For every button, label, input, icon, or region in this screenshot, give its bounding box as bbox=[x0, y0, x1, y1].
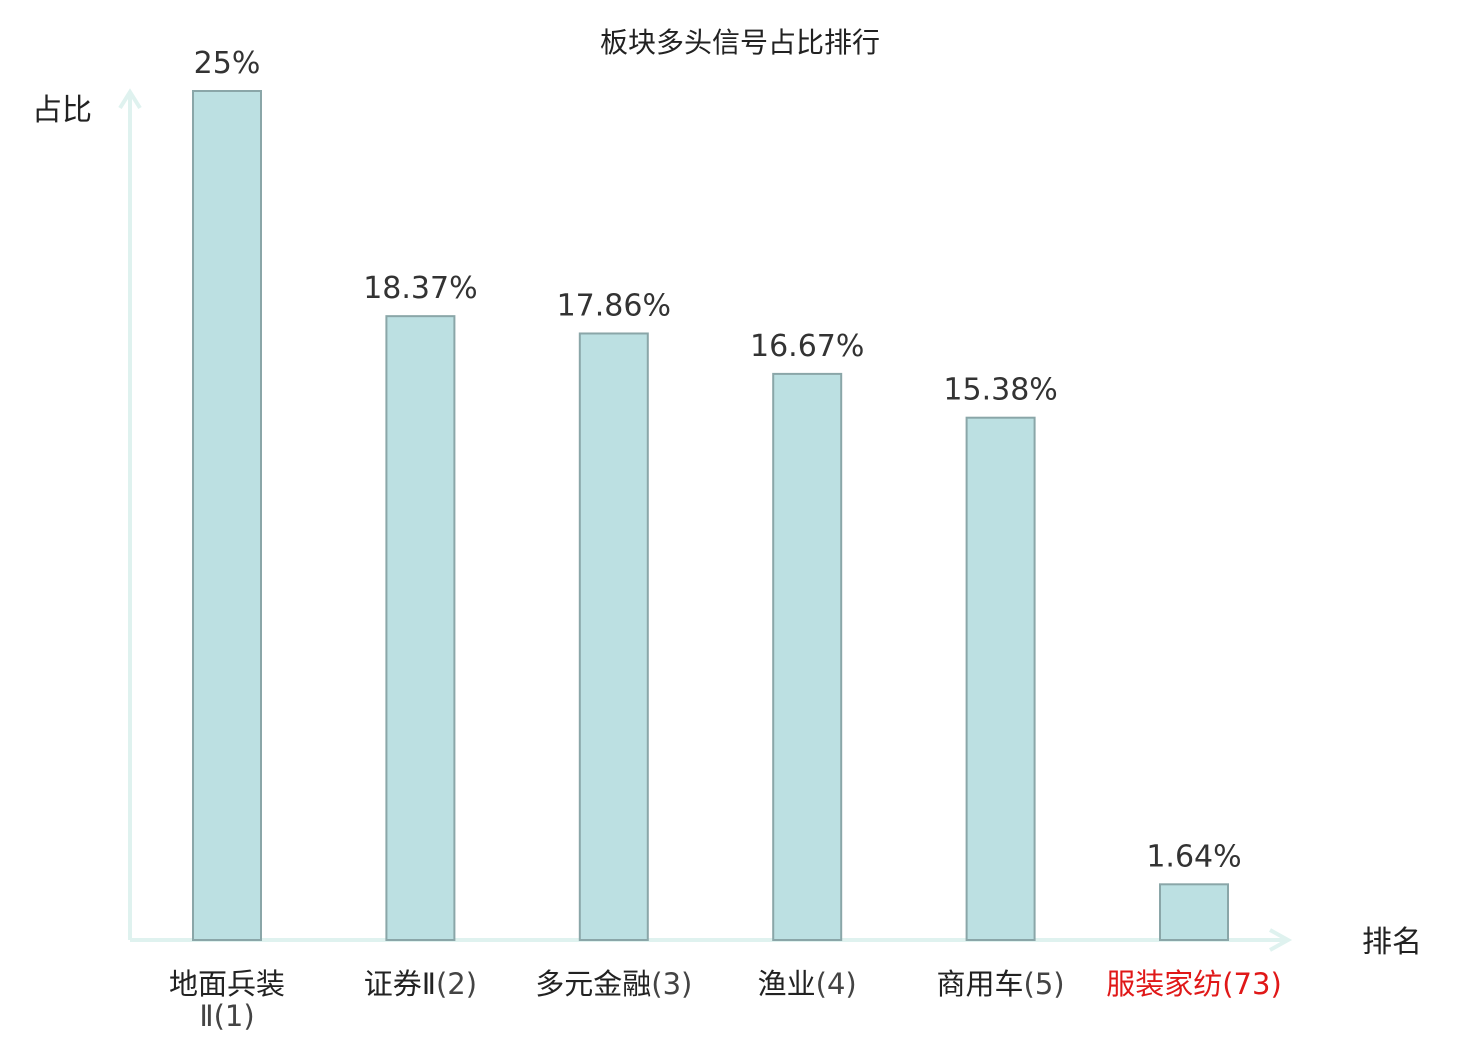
category-label-5: 商用车(5) bbox=[937, 967, 1065, 1001]
bar-6 bbox=[1159, 883, 1229, 942]
bar-3 bbox=[578, 332, 649, 941]
value-label-3: 17.86% bbox=[557, 288, 671, 323]
y-axis-arrow-icon bbox=[118, 88, 142, 110]
category-label-4: 渔业(4) bbox=[758, 967, 857, 1001]
value-label-2: 18.37% bbox=[363, 271, 477, 306]
chart-title: 板块多头信号占比排行 bbox=[600, 26, 880, 59]
bars-group: 25% 地面兵装 Ⅱ(1) 18.37% 证券Ⅱ(2) 17.86% 多元金融(3) 16.6… bbox=[169, 46, 1282, 1033]
value-label-4: 16.67% bbox=[750, 329, 864, 364]
bar-1 bbox=[192, 90, 262, 941]
bar-5 bbox=[965, 416, 1036, 941]
category-label-1: 地面兵装 Ⅱ(1) bbox=[169, 967, 285, 1033]
value-label-1: 25% bbox=[194, 46, 261, 81]
category-label-2: 证券Ⅱ(2) bbox=[364, 967, 477, 1001]
y-axis-label: 占比 bbox=[32, 93, 92, 128]
x-axis-label: 排名 bbox=[1362, 925, 1422, 960]
x-axis-arrow-icon bbox=[1269, 928, 1293, 952]
value-label-5: 15.38% bbox=[943, 373, 1057, 408]
value-label-6: 1.64% bbox=[1146, 839, 1241, 874]
bar-2 bbox=[385, 315, 456, 941]
category-label-3: 多元金融(3) bbox=[535, 967, 692, 1001]
category-label-6: 服装家纺(73) bbox=[1106, 967, 1282, 1001]
bar-4 bbox=[772, 372, 843, 942]
